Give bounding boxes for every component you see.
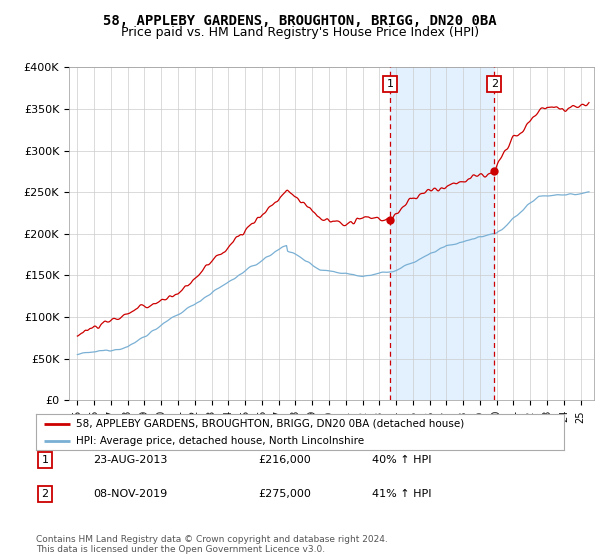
Text: 2: 2	[41, 489, 49, 499]
Text: 41% ↑ HPI: 41% ↑ HPI	[372, 489, 431, 499]
Text: Contains HM Land Registry data © Crown copyright and database right 2024.
This d: Contains HM Land Registry data © Crown c…	[36, 535, 388, 554]
Text: 08-NOV-2019: 08-NOV-2019	[93, 489, 167, 499]
Text: Price paid vs. HM Land Registry's House Price Index (HPI): Price paid vs. HM Land Registry's House …	[121, 26, 479, 39]
Text: £216,000: £216,000	[258, 455, 311, 465]
Text: 58, APPLEBY GARDENS, BROUGHTON, BRIGG, DN20 0BA: 58, APPLEBY GARDENS, BROUGHTON, BRIGG, D…	[103, 14, 497, 28]
Text: £275,000: £275,000	[258, 489, 311, 499]
Text: 58, APPLEBY GARDENS, BROUGHTON, BRIGG, DN20 0BA (detached house): 58, APPLEBY GARDENS, BROUGHTON, BRIGG, D…	[76, 418, 464, 428]
Text: 1: 1	[41, 455, 49, 465]
Text: 23-AUG-2013: 23-AUG-2013	[93, 455, 167, 465]
Bar	[390, 67, 494, 400]
Text: 40% ↑ HPI: 40% ↑ HPI	[372, 455, 431, 465]
Text: 2: 2	[491, 79, 498, 89]
Text: 1: 1	[387, 79, 394, 89]
Text: HPI: Average price, detached house, North Lincolnshire: HPI: Average price, detached house, Nort…	[76, 436, 364, 446]
